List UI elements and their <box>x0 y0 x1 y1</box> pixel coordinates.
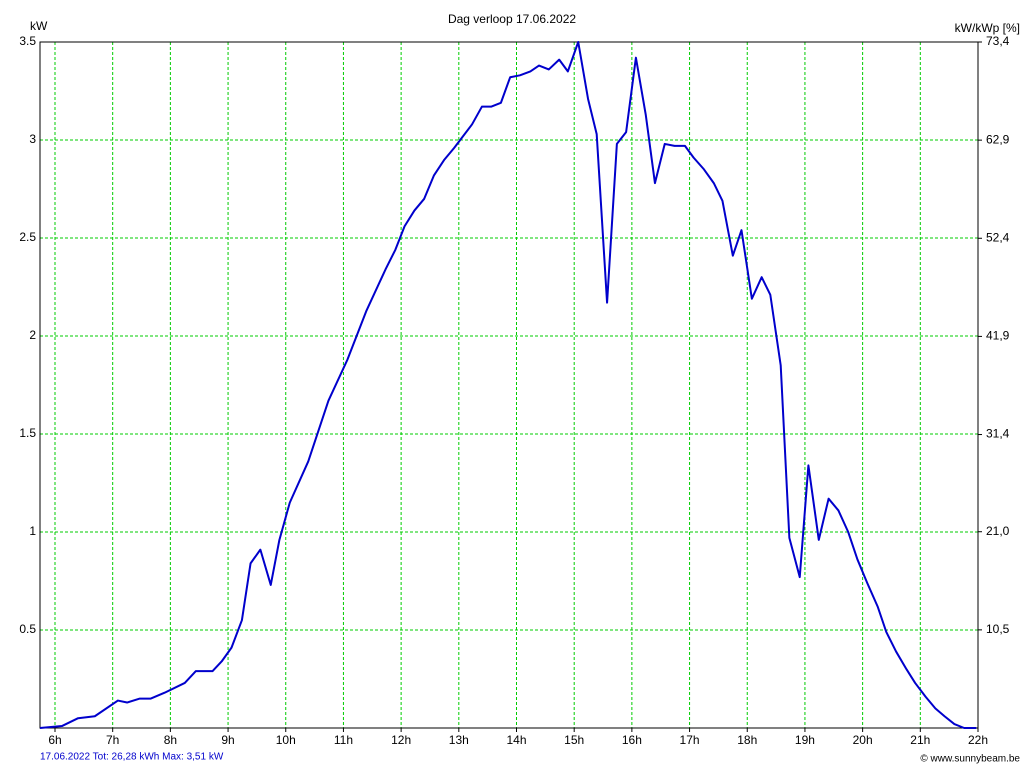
x-tick-label: 8h <box>164 733 177 747</box>
x-tick-label: 19h <box>795 733 815 747</box>
footer-summary: 17.06.2022 Tot: 26,28 kWh Max: 3,51 kW <box>40 752 224 763</box>
x-tick-label: 6h <box>48 733 61 747</box>
y2-tick-label: 52,4 <box>986 230 1010 244</box>
x-tick-label: 12h <box>391 733 411 747</box>
chart-title: Dag verloop 17.06.2022 <box>448 12 576 26</box>
y2-axis-label: kW/kWp [%] <box>955 21 1020 35</box>
x-tick-label: 17h <box>680 733 700 747</box>
footer-credit: © www.sunnybeam.be <box>920 754 1020 765</box>
y-tick-label: 1 <box>29 524 36 538</box>
y2-tick-label: 73,4 <box>986 34 1010 48</box>
x-tick-label: 11h <box>334 733 353 747</box>
y-axis-label: kW <box>30 19 48 33</box>
y2-tick-label: 31,4 <box>986 427 1010 441</box>
y-tick-label: 3 <box>29 132 36 146</box>
x-tick-label: 22h <box>968 733 988 747</box>
x-tick-label: 18h <box>737 733 757 747</box>
y-tick-label: 1.5 <box>19 426 36 440</box>
y2-tick-label: 41,9 <box>986 329 1010 343</box>
x-tick-label: 16h <box>622 733 642 747</box>
data-line <box>39 41 977 729</box>
y-tick-label: 3.5 <box>19 34 36 48</box>
x-tick-label: 7h <box>106 733 119 747</box>
x-tick-label: 9h <box>221 733 234 747</box>
x-tick-label: 15h <box>564 733 584 747</box>
plot-frame <box>39 41 979 729</box>
y-tick-label: 0.5 <box>19 622 36 636</box>
x-tick-label: 13h <box>449 733 469 747</box>
x-tick-label: 21h <box>910 733 930 747</box>
x-tick-label: 10h <box>276 733 296 747</box>
x-tick-label: 14h <box>506 733 526 747</box>
y-tick-label: 2.5 <box>19 230 36 244</box>
y2-tick-label: 21,0 <box>986 524 1010 538</box>
y2-tick-label: 10,5 <box>986 622 1010 636</box>
x-tick-label: 20h <box>853 733 873 747</box>
y2-tick-label: 62,9 <box>986 132 1010 146</box>
y-tick-label: 2 <box>29 328 36 342</box>
